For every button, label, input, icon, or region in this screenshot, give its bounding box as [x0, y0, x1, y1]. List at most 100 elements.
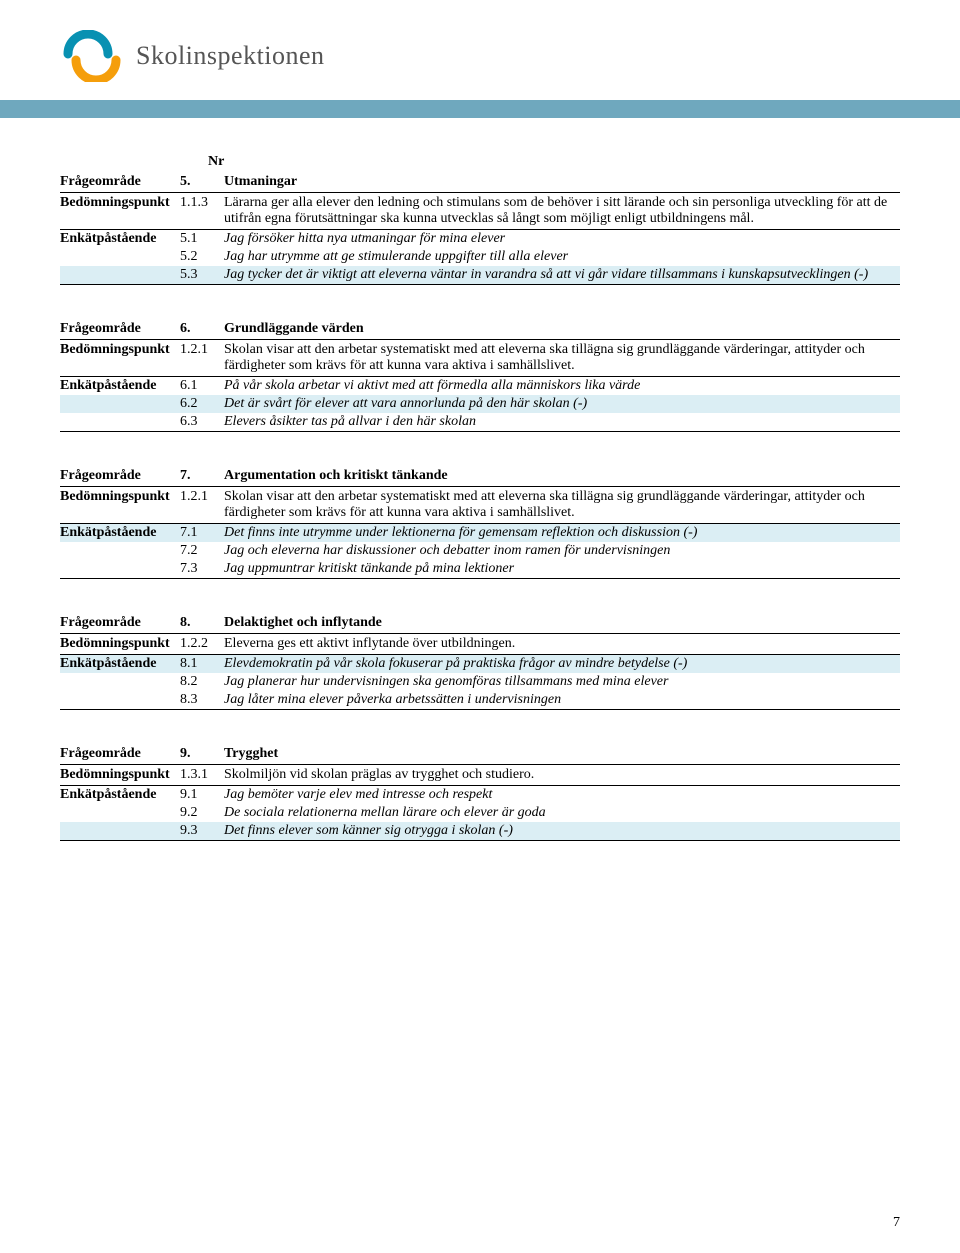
bed-number: 1.2.2 — [180, 636, 224, 652]
area-number: 8. — [180, 615, 224, 631]
enkat-item: 6.2Det är svårt för elever att vara anno… — [60, 395, 900, 413]
header-bar — [0, 100, 960, 118]
label-enkat: Enkätpåstående — [60, 231, 180, 247]
enkat-items: Enkätpåstående5.1Jag försöker hitta nya … — [60, 230, 900, 285]
item-number: 6.3 — [180, 414, 224, 430]
page-number: 7 — [893, 1215, 900, 1231]
area-title: Trygghet — [224, 746, 900, 762]
item-text: Jag bemöter varje elev med intresse och … — [224, 787, 900, 803]
enkat-item: Enkätpåstående7.1Det finns inte utrymme … — [60, 524, 900, 542]
item-text: Jag uppmuntrar kritiskt tänkande på mina… — [224, 561, 900, 577]
enkat-item: 5.3Jag tycker det är viktigt att elevern… — [60, 266, 900, 284]
item-text: Det är svårt för elever att vara annorlu… — [224, 396, 900, 412]
item-text: Jag tycker det är viktigt att eleverna v… — [224, 267, 900, 283]
bed-number: 1.2.1 — [180, 489, 224, 505]
item-number: 7.3 — [180, 561, 224, 577]
label-enkat: Enkätpåstående — [60, 378, 180, 394]
item-number: 6.1 — [180, 378, 224, 394]
item-text: Jag och eleverna har diskussioner och de… — [224, 543, 900, 559]
enkat-items: Enkätpåstående8.1Elevdemokratin på vår s… — [60, 655, 900, 710]
item-number: 8.2 — [180, 674, 224, 690]
area-number: 6. — [180, 321, 224, 337]
item-number: 7.1 — [180, 525, 224, 541]
item-text: På vår skola arbetar vi aktivt med att f… — [224, 378, 900, 394]
area-title: Delaktighet och inflytande — [224, 615, 900, 631]
enkat-item: 8.2Jag planerar hur undervisningen ska g… — [60, 673, 900, 691]
label-frageomrade: Frågeområde — [60, 468, 180, 484]
section: NrFrågeområde5.UtmaningarBedömningspunkt… — [60, 154, 900, 285]
enkat-item: 8.3Jag låter mina elever påverka arbetss… — [60, 691, 900, 709]
bedomningspunkt-row: Bedömningspunkt1.1.3Lärarna ger alla ele… — [60, 193, 900, 230]
label-frageomrade: Frågeområde — [60, 615, 180, 631]
area-title: Utmaningar — [224, 174, 900, 190]
bed-text: Skolan visar att den arbetar systematisk… — [224, 342, 900, 374]
frageomrade-row: Frågeområde7.Argumentation och kritiskt … — [60, 466, 900, 487]
logo-text: Skolinspektionen — [136, 41, 325, 71]
item-number: 8.3 — [180, 692, 224, 708]
enkat-item: 7.2Jag och eleverna har diskussioner och… — [60, 542, 900, 560]
enkat-item: Enkätpåstående6.1På vår skola arbetar vi… — [60, 377, 900, 395]
area-title: Grundläggande värden — [224, 321, 900, 337]
item-text: Jag försöker hitta nya utmaningar för mi… — [224, 231, 900, 247]
bed-number: 1.1.3 — [180, 195, 224, 211]
enkat-items: Enkätpåstående7.1Det finns inte utrymme … — [60, 524, 900, 579]
label-frageomrade: Frågeområde — [60, 174, 180, 190]
section: Frågeområde9.Trygghet Bedömningspunkt1.3.… — [60, 744, 900, 841]
frageomrade-row: Frågeområde5.Utmaningar — [60, 172, 900, 193]
label-bedomningspunkt: Bedömningspunkt — [60, 767, 180, 783]
enkat-items: Enkätpåstående9.1Jag bemöter varje elev … — [60, 786, 900, 841]
item-text: Elevers åsikter tas på allvar i den här … — [224, 414, 900, 430]
bed-text: Skolan visar att den arbetar systematisk… — [224, 489, 900, 521]
label-enkat: Enkätpåstående — [60, 787, 180, 803]
bedomningspunkt-row: Bedömningspunkt1.3.1Skolmiljön vid skola… — [60, 765, 900, 786]
item-number: 8.1 — [180, 656, 224, 672]
item-number: 9.3 — [180, 823, 224, 839]
bed-text: Eleverna ges ett aktivt inflytande över … — [224, 636, 900, 652]
item-number: 5.3 — [180, 267, 224, 283]
item-text: Jag låter mina elever påverka arbetssätt… — [224, 692, 900, 708]
page: Skolinspektionen NrFrågeområde5.Utmaning… — [0, 0, 960, 1253]
label-enkat: Enkätpåstående — [60, 525, 180, 541]
item-number: 9.2 — [180, 805, 224, 821]
item-text: De sociala relationerna mellan lärare oc… — [224, 805, 900, 821]
enkat-items: Enkätpåstående6.1På vår skola arbetar vi… — [60, 377, 900, 432]
frageomrade-row: Frågeområde8.Delaktighet och inflytande — [60, 613, 900, 634]
item-text: Det finns elever som känner sig otrygga … — [224, 823, 900, 839]
item-text: Elevdemokratin på vår skola fokuserar på… — [224, 656, 900, 672]
item-number: 9.1 — [180, 787, 224, 803]
section: Frågeområde6.Grundläggande värdenBedömni… — [60, 319, 900, 432]
sections-container: NrFrågeområde5.UtmaningarBedömningspunkt… — [60, 154, 900, 841]
frageomrade-row: Frågeområde6.Grundläggande värden — [60, 319, 900, 340]
section: Frågeområde8.Delaktighet och inflytandeB… — [60, 613, 900, 710]
label-frageomrade: Frågeområde — [60, 746, 180, 762]
enkat-item: 7.3Jag uppmuntrar kritiskt tänkande på m… — [60, 560, 900, 578]
item-text: Jag har utrymme att ge stimulerande uppg… — [224, 249, 900, 265]
label-bedomningspunkt: Bedömningspunkt — [60, 342, 180, 358]
enkat-item: Enkätpåstående5.1Jag försöker hitta nya … — [60, 230, 900, 248]
logo: Skolinspektionen — [60, 30, 900, 82]
item-number: 5.2 — [180, 249, 224, 265]
item-text: Det finns inte utrymme under lektionerna… — [224, 525, 900, 541]
label-bedomningspunkt: Bedömningspunkt — [60, 195, 180, 211]
area-number: 5. — [180, 174, 224, 190]
item-number: 5.1 — [180, 231, 224, 247]
label-bedomningspunkt: Bedömningspunkt — [60, 636, 180, 652]
logo-icon — [60, 30, 124, 82]
enkat-item: 9.3Det finns elever som känner sig otryg… — [60, 822, 900, 840]
enkat-item: Enkätpåstående9.1Jag bemöter varje elev … — [60, 786, 900, 804]
item-number: 7.2 — [180, 543, 224, 559]
label-frageomrade: Frågeområde — [60, 321, 180, 337]
enkat-item: 6.3Elevers åsikter tas på allvar i den h… — [60, 413, 900, 431]
enkat-item: Enkätpåstående8.1Elevdemokratin på vår s… — [60, 655, 900, 673]
bedomningspunkt-row: Bedömningspunkt1.2.1Skolan visar att den… — [60, 340, 900, 377]
enkat-item: 9.2De sociala relationerna mellan lärare… — [60, 804, 900, 822]
area-number: 9. — [180, 746, 224, 762]
item-number: 6.2 — [180, 396, 224, 412]
item-text: Jag planerar hur undervisningen ska geno… — [224, 674, 900, 690]
bed-text: Skolmiljön vid skolan präglas av trygghe… — [224, 767, 900, 783]
bedomningspunkt-row: Bedömningspunkt1.2.1Skolan visar att den… — [60, 487, 900, 524]
section: Frågeområde7.Argumentation och kritiskt … — [60, 466, 900, 579]
area-title: Argumentation och kritiskt tänkande — [224, 468, 900, 484]
bedomningspunkt-row: Bedömningspunkt1.2.2Eleverna ges ett akt… — [60, 634, 900, 655]
bed-number: 1.2.1 — [180, 342, 224, 358]
